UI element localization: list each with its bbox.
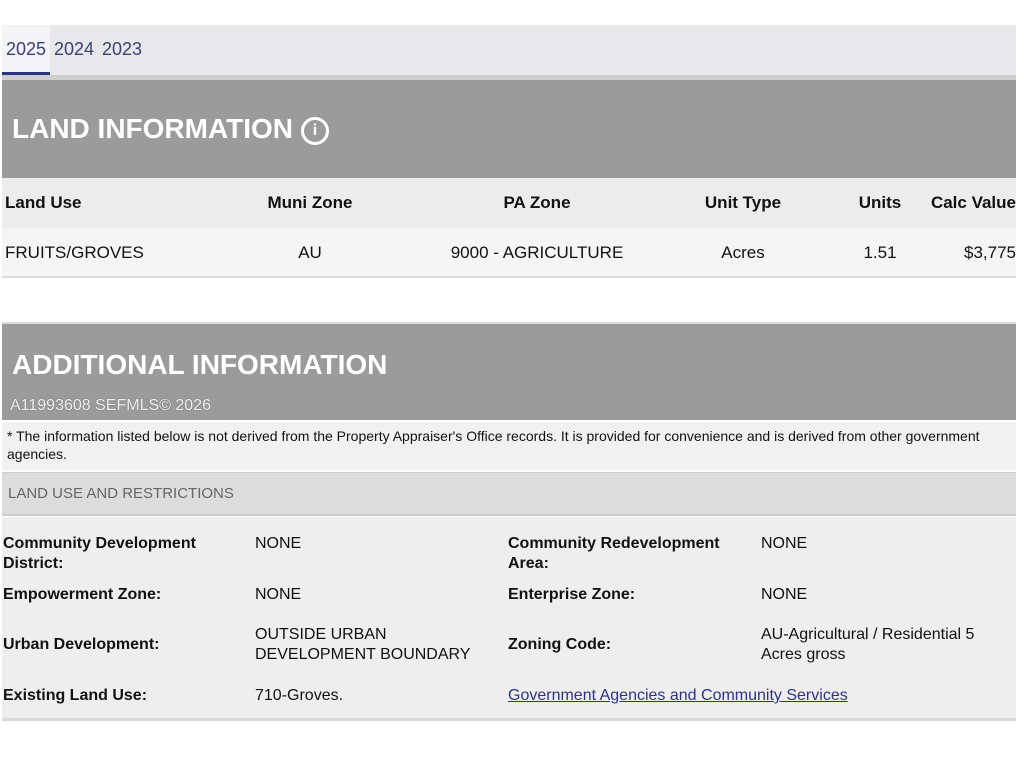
land-table-header: Land Use Muni Zone PA Zone Unit Type Uni… — [2, 178, 1016, 228]
field-value: NONE — [761, 586, 808, 603]
additional-information-header: ADDITIONAL INFORMATION — [2, 322, 1016, 420]
subsection-title: LAND USE AND RESTRICTIONS — [8, 485, 234, 502]
muni-zone-value: AU — [298, 243, 322, 262]
land-information-header: LAND INFORMATION i — [2, 80, 1016, 178]
field-value: AU-Agricultural / Residential 5 Acres gr… — [761, 626, 975, 663]
tab-label: 2025 — [5, 39, 47, 59]
col-muni-zone: Muni Zone — [267, 193, 353, 212]
table-row: FRUITS/GROVES AU 9000 - AGRICULTURE Acre… — [2, 228, 1016, 278]
col-land-use: Land Use — [5, 193, 82, 212]
info-circle-icon[interactable]: i — [301, 116, 329, 145]
field-label: Community Development District: — [3, 535, 196, 572]
divider — [2, 75, 1016, 80]
tab-2023[interactable]: 2023 — [98, 25, 146, 75]
field-value: NONE — [761, 535, 808, 552]
col-units: Units — [858, 193, 902, 212]
tab-label: 2023 — [101, 39, 143, 59]
section-title: ADDITIONAL INFORMATION — [12, 349, 388, 380]
field-value: OUTSIDE URBAN DEVELOPMENT BOUNDARY — [255, 626, 471, 663]
section-title: LAND INFORMATION — [12, 113, 293, 144]
tab-2025[interactable]: 2025 — [2, 25, 50, 75]
units-value: 1.51 — [863, 243, 897, 262]
field-label: Community Redevelopment Area: — [508, 535, 720, 572]
field-label: Enterprise Zone: — [508, 586, 636, 603]
field-label: Urban Development: — [3, 636, 160, 653]
col-unit-type: Unit Type — [704, 193, 782, 212]
tab-label: 2024 — [53, 39, 95, 59]
section-title-wrap: LAND INFORMATION i — [12, 112, 329, 146]
government-agencies-link[interactable]: Government Agencies and Community Servic… — [508, 687, 848, 704]
tab-2024[interactable]: 2024 — [50, 25, 98, 75]
unit-type-value: Acres — [721, 243, 765, 262]
field-label: Zoning Code: — [508, 636, 612, 653]
land-use-value: FRUITS/GROVES — [5, 243, 144, 262]
note-text: * The information listed below is not de… — [7, 428, 980, 462]
pa-zone-value: 9000 - AGRICULTURE — [450, 243, 624, 262]
field-label: Empowerment Zone: — [3, 586, 162, 603]
land-use-restrictions-header: LAND USE AND RESTRICTIONS — [2, 472, 1016, 516]
watermark: A11993608 SEFMLS© 2026 — [10, 397, 211, 414]
disclaimer-note: * The information listed below is not de… — [2, 422, 1016, 470]
field-value: 710-Groves. — [255, 687, 344, 704]
field-value: NONE — [255, 586, 302, 603]
col-calc-value: Calc Value — [930, 193, 1016, 212]
col-pa-zone: PA Zone — [503, 193, 571, 212]
field-value: NONE — [255, 535, 302, 552]
year-tabs: 2025 2024 2023 — [2, 25, 1016, 75]
restrictions-grid: Community Development District: NONE Com… — [2, 517, 1016, 721]
field-label: Existing Land Use: — [3, 687, 148, 704]
calc-value: $3,775 — [964, 243, 1016, 262]
